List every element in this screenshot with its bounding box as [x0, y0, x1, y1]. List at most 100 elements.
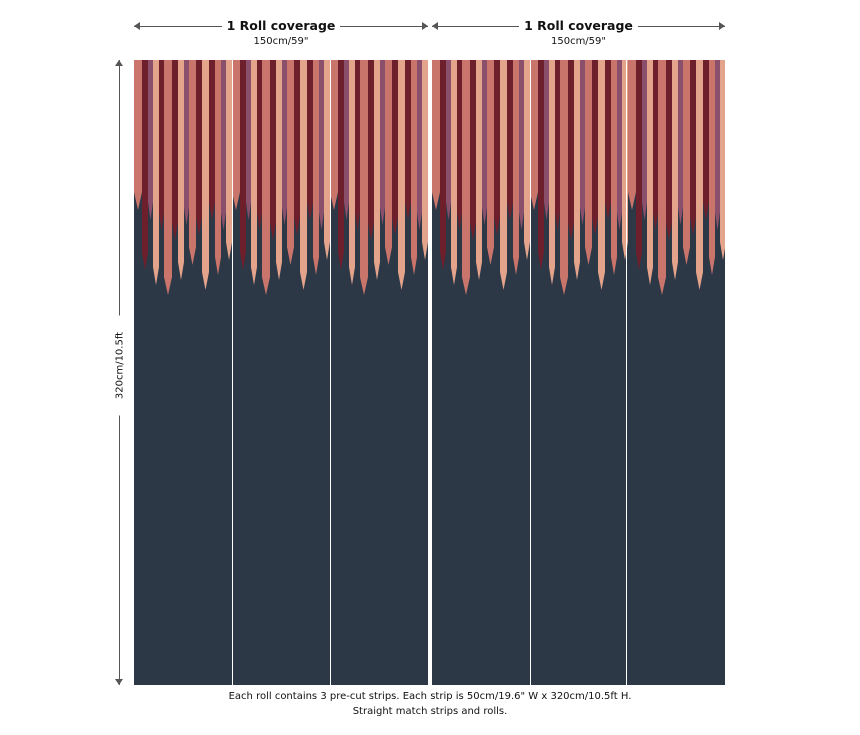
pattern-band: [300, 60, 307, 290]
pattern-band: [319, 60, 324, 230]
pattern-band: [611, 60, 617, 275]
pattern-band: [276, 60, 282, 280]
pattern-band: [282, 60, 287, 225]
pattern-band: [628, 60, 636, 210]
pattern-band: [658, 60, 666, 295]
pattern-band: [494, 60, 500, 235]
pattern-band: [549, 60, 555, 285]
pattern-band: [209, 60, 215, 220]
pattern-band: [178, 60, 184, 280]
pattern-band: [355, 60, 360, 230]
pattern-band: [617, 60, 622, 230]
pattern-band: [226, 60, 232, 260]
arrow-right-icon: [422, 22, 428, 30]
pattern-band: [487, 60, 494, 265]
pattern-band: [715, 60, 720, 230]
pattern-band: [405, 60, 411, 220]
pattern-band: [482, 60, 487, 225]
pattern-band: [215, 60, 221, 275]
pattern-band: [184, 60, 189, 225]
pattern-band: [568, 60, 574, 240]
pattern-band: [240, 60, 246, 270]
pattern-band: [470, 60, 476, 240]
pattern-band: [392, 60, 398, 235]
pattern-band: [411, 60, 417, 275]
pattern-band: [153, 60, 159, 285]
pattern-band: [196, 60, 202, 235]
pattern-band: [164, 60, 172, 295]
pattern-band: [251, 60, 257, 285]
roll-1-width: 150cm/59": [253, 36, 309, 47]
pattern-band: [555, 60, 560, 230]
roll-1-header: 1 Roll coverage 150cm/59": [134, 16, 428, 50]
pattern-band: [653, 60, 658, 230]
pattern-band: [647, 60, 653, 285]
roll-1-wallpaper: [134, 60, 428, 685]
pattern-band: [338, 60, 344, 270]
pattern-band: [440, 60, 446, 270]
pattern-band: [134, 60, 142, 210]
pattern-band: [446, 60, 451, 220]
pattern-band: [189, 60, 196, 265]
pattern-band: [519, 60, 524, 230]
pattern-band: [574, 60, 580, 280]
strip-divider: [626, 60, 627, 685]
arrow-up-icon: [115, 60, 123, 66]
strip-divider: [232, 60, 233, 685]
pattern-band: [672, 60, 678, 280]
height-dimension: 320cm/10.5ft: [110, 60, 130, 685]
pattern-band: [148, 60, 153, 220]
pattern-band: [142, 60, 148, 270]
pattern-band: [232, 60, 240, 210]
pattern-band: [605, 60, 611, 220]
pattern-band: [330, 60, 338, 210]
pattern-band: [642, 60, 647, 220]
arrow-down-icon: [115, 679, 123, 685]
pattern-band: [380, 60, 385, 225]
arrow-left-icon: [432, 22, 438, 30]
pattern-band: [507, 60, 513, 220]
pattern-band: [513, 60, 519, 275]
pattern-band: [324, 60, 330, 260]
pattern-band: [636, 60, 642, 270]
pattern-band: [709, 60, 715, 275]
pattern-band: [666, 60, 672, 240]
pattern-band: [696, 60, 703, 290]
pattern-band: [598, 60, 605, 290]
pattern-band: [313, 60, 319, 275]
height-label: 320cm/10.5ft: [114, 315, 126, 416]
pattern-band: [500, 60, 507, 290]
arrow-right-icon: [719, 22, 725, 30]
pattern-band: [257, 60, 262, 230]
wallpaper-pattern-2: [432, 60, 726, 685]
pattern-band: [349, 60, 355, 285]
pattern-band: [417, 60, 422, 230]
roll-2-title: 1 Roll coverage: [519, 18, 638, 33]
pattern-band: [585, 60, 592, 265]
pattern-band: [683, 60, 690, 265]
pattern-band: [622, 60, 628, 260]
footnote-line-1: Each roll contains 3 pre-cut strips. Eac…: [228, 691, 632, 702]
pattern-band: [368, 60, 374, 240]
strip-divider: [330, 60, 331, 685]
pattern-band: [385, 60, 392, 265]
roll-2-wallpaper: [432, 60, 726, 685]
pattern-band: [246, 60, 251, 220]
pattern-band: [172, 60, 178, 240]
roll-2-header: 1 Roll coverage 150cm/59": [432, 16, 725, 50]
pattern-band: [476, 60, 482, 280]
pattern-band: [690, 60, 696, 235]
pattern-band: [720, 60, 726, 260]
pattern-band: [202, 60, 209, 290]
pattern-band: [287, 60, 294, 265]
pattern-band: [462, 60, 470, 295]
footnote-line-2: Straight match strips and rolls.: [352, 706, 508, 717]
pattern-band: [294, 60, 300, 235]
pattern-band: [307, 60, 313, 220]
pattern-band: [457, 60, 462, 230]
pattern-band: [398, 60, 405, 290]
strip-divider: [530, 60, 531, 685]
pattern-band: [524, 60, 530, 260]
pattern-band: [360, 60, 368, 295]
pattern-band: [451, 60, 457, 285]
